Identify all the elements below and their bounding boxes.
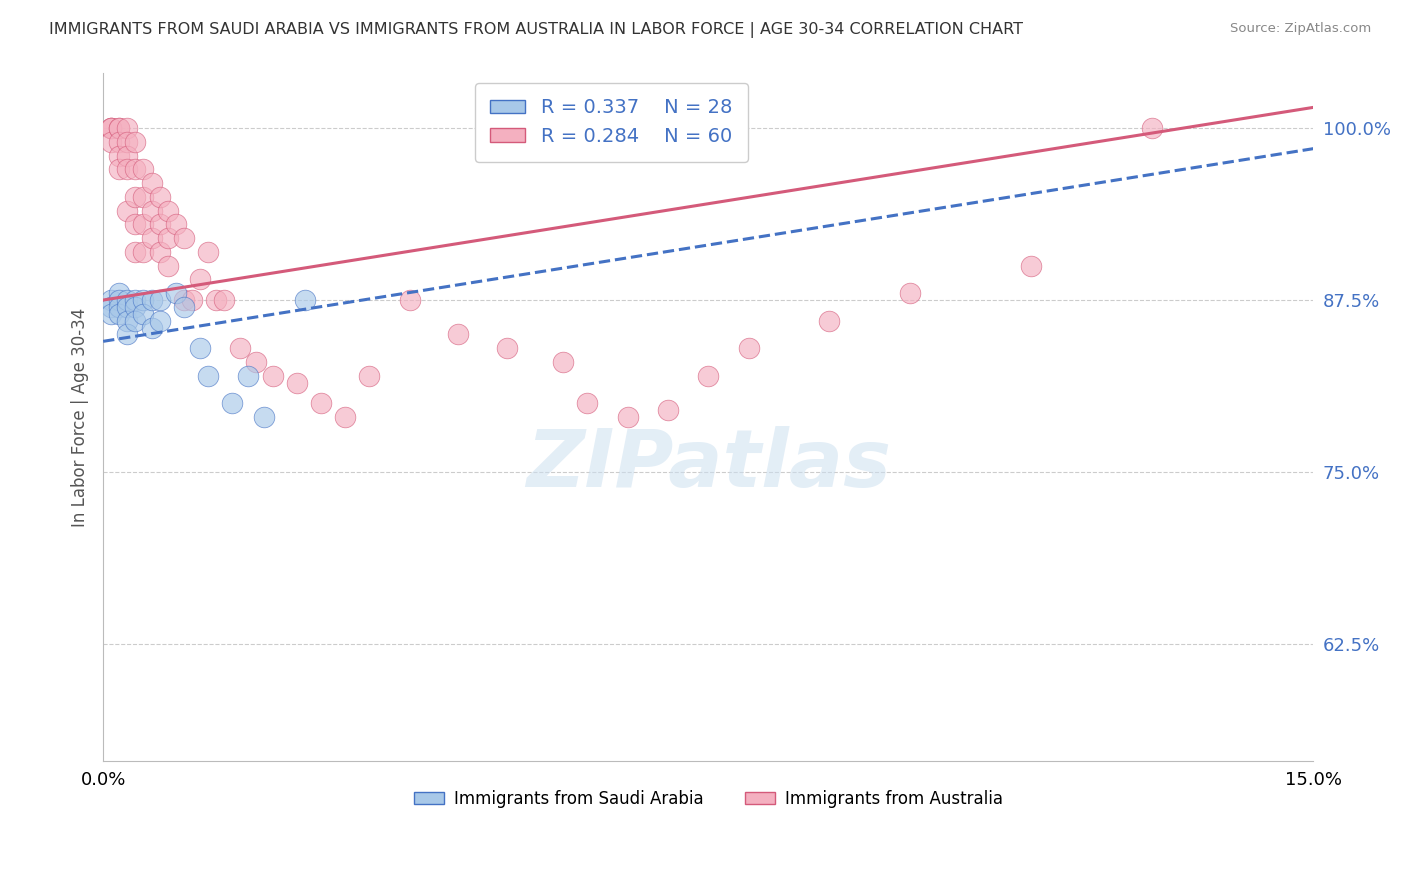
Point bbox=[205, 293, 228, 307]
Y-axis label: In Labor Force | Age 30-34: In Labor Force | Age 30-34 bbox=[72, 308, 89, 526]
Point bbox=[100, 300, 122, 314]
Point bbox=[100, 121, 122, 136]
Point bbox=[149, 314, 172, 328]
Text: Source: ZipAtlas.com: Source: ZipAtlas.com bbox=[1230, 22, 1371, 36]
Point bbox=[100, 307, 122, 321]
Point bbox=[132, 162, 155, 177]
Point bbox=[197, 368, 219, 383]
Point bbox=[173, 300, 195, 314]
Point bbox=[124, 190, 146, 204]
Point bbox=[124, 300, 146, 314]
Point bbox=[132, 307, 155, 321]
Point bbox=[156, 203, 179, 218]
Point bbox=[124, 135, 146, 149]
Point bbox=[309, 396, 332, 410]
Point bbox=[253, 410, 276, 425]
Point bbox=[100, 121, 122, 136]
Point bbox=[285, 376, 308, 390]
Point bbox=[616, 410, 638, 425]
Point bbox=[124, 293, 146, 307]
Point bbox=[697, 368, 720, 383]
Point bbox=[124, 244, 146, 259]
Point bbox=[108, 307, 131, 321]
Point bbox=[108, 162, 131, 177]
Point bbox=[117, 300, 139, 314]
Text: IMMIGRANTS FROM SAUDI ARABIA VS IMMIGRANTS FROM AUSTRALIA IN LABOR FORCE | AGE 3: IMMIGRANTS FROM SAUDI ARABIA VS IMMIGRAN… bbox=[49, 22, 1024, 38]
Point bbox=[165, 286, 187, 301]
Point bbox=[100, 135, 122, 149]
Point bbox=[333, 410, 356, 425]
Point bbox=[108, 121, 131, 136]
Point bbox=[108, 135, 131, 149]
Point bbox=[188, 272, 211, 286]
Point bbox=[1140, 121, 1163, 136]
Point bbox=[117, 293, 139, 307]
Point bbox=[117, 135, 139, 149]
Point bbox=[117, 148, 139, 162]
Point bbox=[117, 327, 139, 342]
Point bbox=[173, 293, 195, 307]
Point bbox=[124, 314, 146, 328]
Point bbox=[212, 293, 235, 307]
Point bbox=[1019, 259, 1042, 273]
Point bbox=[229, 341, 252, 355]
Point bbox=[197, 244, 219, 259]
Point bbox=[132, 244, 155, 259]
Point bbox=[132, 293, 155, 307]
Point bbox=[165, 218, 187, 232]
Point bbox=[245, 355, 267, 369]
Point bbox=[108, 148, 131, 162]
Point bbox=[149, 190, 172, 204]
Point bbox=[108, 293, 131, 307]
Point bbox=[156, 259, 179, 273]
Point bbox=[238, 368, 260, 383]
Point bbox=[141, 203, 163, 218]
Point bbox=[737, 341, 759, 355]
Point bbox=[359, 368, 381, 383]
Point bbox=[132, 218, 155, 232]
Point bbox=[262, 368, 284, 383]
Text: ZIPatlas: ZIPatlas bbox=[526, 426, 891, 504]
Point bbox=[100, 121, 122, 136]
Point bbox=[124, 162, 146, 177]
Point bbox=[294, 293, 316, 307]
Legend: Immigrants from Saudi Arabia, Immigrants from Australia: Immigrants from Saudi Arabia, Immigrants… bbox=[406, 783, 1010, 814]
Point bbox=[117, 203, 139, 218]
Point bbox=[149, 218, 172, 232]
Point bbox=[495, 341, 517, 355]
Point bbox=[100, 293, 122, 307]
Point bbox=[156, 231, 179, 245]
Point bbox=[108, 121, 131, 136]
Point bbox=[141, 176, 163, 190]
Point bbox=[221, 396, 243, 410]
Point bbox=[117, 162, 139, 177]
Point bbox=[398, 293, 420, 307]
Point bbox=[576, 396, 599, 410]
Point bbox=[117, 121, 139, 136]
Point bbox=[132, 190, 155, 204]
Point bbox=[173, 231, 195, 245]
Point bbox=[149, 244, 172, 259]
Point bbox=[551, 355, 574, 369]
Point bbox=[180, 293, 202, 307]
Point bbox=[657, 403, 679, 417]
Point bbox=[898, 286, 921, 301]
Point bbox=[117, 314, 139, 328]
Point bbox=[188, 341, 211, 355]
Point bbox=[108, 286, 131, 301]
Point bbox=[818, 314, 841, 328]
Point bbox=[141, 231, 163, 245]
Point bbox=[447, 327, 470, 342]
Point bbox=[149, 293, 172, 307]
Point bbox=[108, 300, 131, 314]
Point bbox=[141, 293, 163, 307]
Point bbox=[124, 218, 146, 232]
Point bbox=[141, 320, 163, 334]
